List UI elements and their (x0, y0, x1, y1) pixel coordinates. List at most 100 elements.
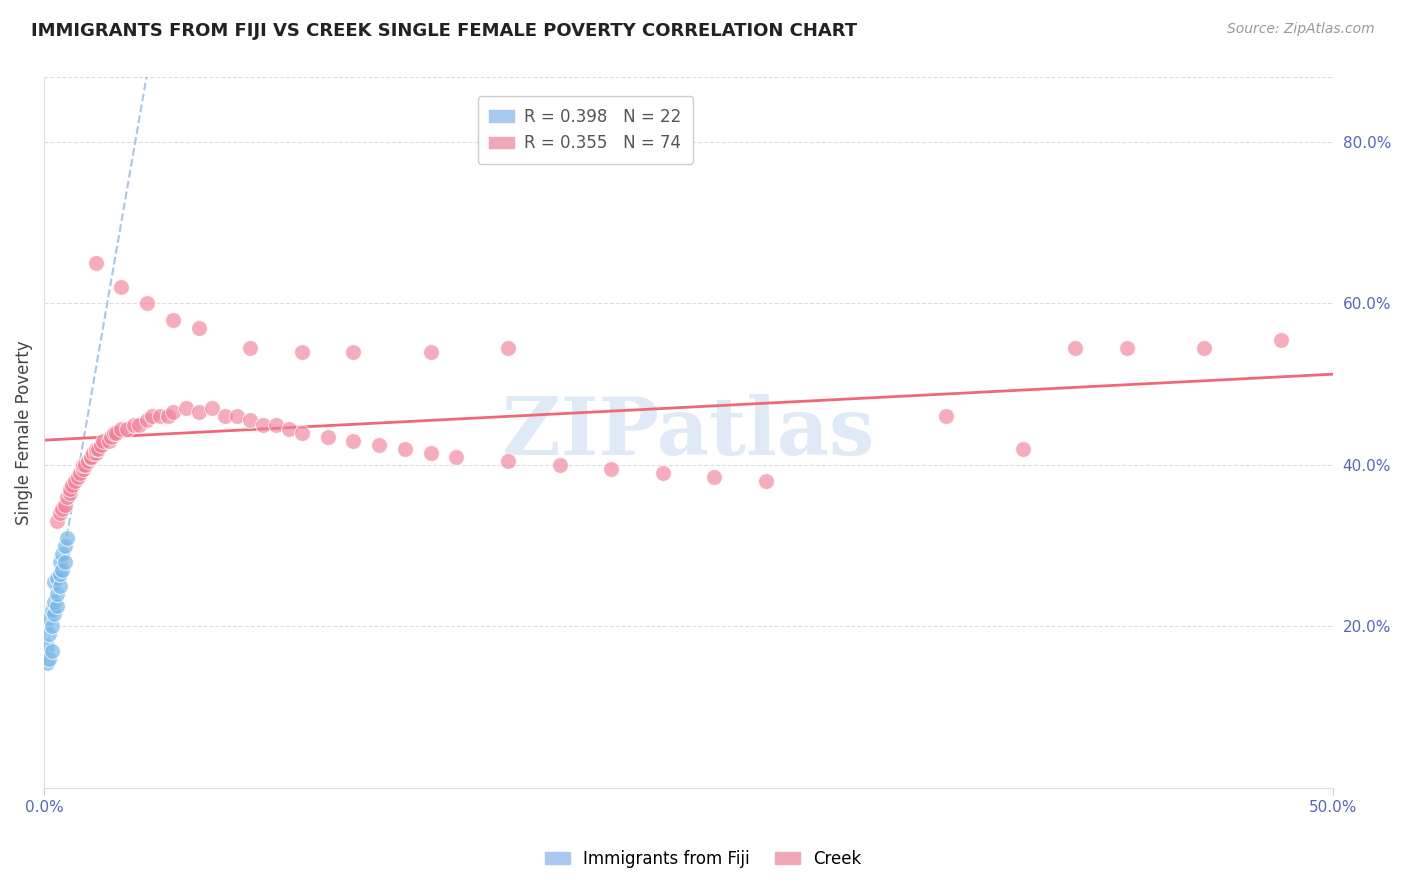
Point (72, 462, 94, 476)
Point (46, 571, 69, 585)
Y-axis label: Single Female Poverty: Single Female Poverty (15, 340, 32, 524)
Point (156, 409, 179, 424)
Text: IMMIGRANTS FROM FIJI VS CREEK SINGLE FEMALE POVERTY CORRELATION CHART: IMMIGRANTS FROM FIJI VS CREEK SINGLE FEM… (31, 22, 858, 40)
Point (59, 486, 82, 500)
Point (51, 563, 73, 577)
Point (63, 474, 86, 488)
Point (174, 401, 197, 416)
Point (53, 498, 76, 512)
Point (35, 640, 58, 654)
Point (56, 490, 79, 504)
Point (51, 502, 73, 516)
Point (103, 425, 125, 440)
Point (110, 280, 132, 294)
Point (278, 421, 301, 435)
Point (600, 462, 623, 476)
Point (38, 651, 60, 665)
Point (53, 555, 76, 569)
Point (84, 256, 107, 270)
Point (48, 566, 70, 581)
Point (239, 341, 262, 355)
Point (162, 312, 184, 326)
Point (226, 409, 249, 424)
Point (124, 417, 146, 432)
Point (35, 656, 58, 670)
Point (935, 409, 957, 424)
Point (214, 409, 236, 424)
Point (66, 470, 89, 484)
Point (100, 429, 122, 443)
Point (1115, 341, 1137, 355)
Point (93, 434, 115, 448)
Point (46, 515, 69, 529)
Point (84, 442, 107, 456)
Legend: R = 0.398   N = 22, R = 0.355   N = 74: R = 0.398 N = 22, R = 0.355 N = 74 (478, 96, 693, 164)
Point (703, 470, 725, 484)
Point (75, 458, 97, 472)
Point (419, 344, 441, 359)
Point (87, 442, 110, 456)
Point (41, 643, 63, 657)
Point (79, 451, 101, 466)
Point (187, 320, 209, 334)
Point (1270, 333, 1292, 347)
Point (38, 611, 60, 625)
Point (44, 607, 66, 622)
Point (651, 466, 673, 480)
Point (162, 405, 184, 419)
Point (252, 417, 274, 432)
Point (62, 478, 84, 492)
Point (46, 599, 69, 614)
Point (496, 454, 519, 468)
Point (79, 450, 101, 464)
Point (48, 506, 70, 520)
Point (368, 438, 391, 452)
Point (84, 446, 107, 460)
Point (1192, 341, 1215, 355)
Point (69, 466, 91, 480)
Text: Source: ZipAtlas.com: Source: ZipAtlas.com (1227, 22, 1375, 37)
Point (201, 401, 224, 416)
Point (1064, 341, 1087, 355)
Point (41, 603, 63, 617)
Point (72, 458, 94, 472)
Point (90, 438, 112, 452)
Point (239, 413, 262, 427)
Text: ZIPatlas: ZIPatlas (502, 393, 875, 472)
Point (291, 425, 314, 440)
Point (496, 341, 519, 355)
Point (316, 429, 339, 443)
Point (53, 539, 76, 553)
Point (77, 454, 100, 468)
Point (41, 619, 63, 633)
Point (128, 417, 150, 432)
Point (141, 409, 163, 424)
Legend: Immigrants from Fiji, Creek: Immigrants from Fiji, Creek (538, 844, 868, 875)
Point (48, 555, 70, 569)
Point (419, 446, 441, 460)
Point (548, 458, 571, 472)
Point (1012, 442, 1035, 456)
Point (38, 627, 60, 641)
Point (342, 344, 364, 359)
Point (291, 344, 314, 359)
Point (110, 421, 132, 435)
Point (115, 421, 138, 435)
Point (59, 482, 82, 496)
Point (187, 405, 209, 419)
Point (342, 434, 364, 448)
Point (44, 595, 66, 609)
Point (136, 296, 159, 310)
Point (394, 442, 416, 456)
Point (149, 409, 172, 424)
Point (264, 417, 287, 432)
Point (82, 446, 104, 460)
Point (44, 574, 66, 589)
Point (51, 547, 73, 561)
Point (56, 531, 79, 545)
Point (105, 425, 128, 440)
Point (48, 579, 70, 593)
Point (446, 450, 468, 464)
Point (136, 413, 159, 427)
Point (755, 474, 778, 488)
